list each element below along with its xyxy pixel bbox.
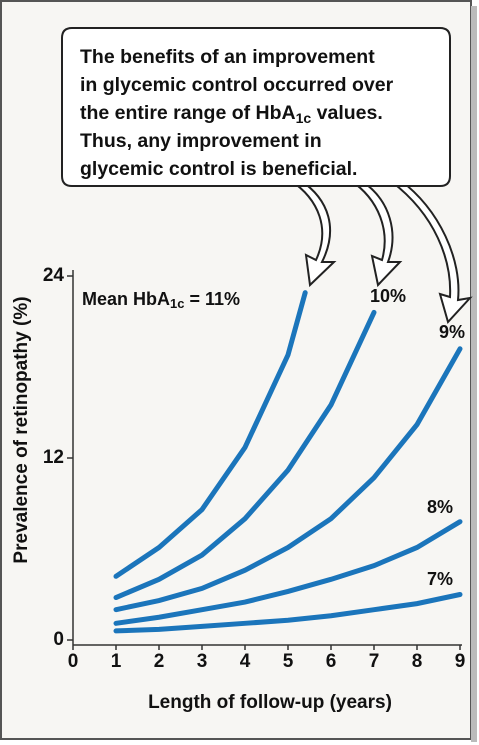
legend-label: 11% [205,289,240,309]
callout-box [61,27,451,187]
series-line [113,290,308,579]
x-tick-label: 8 [412,651,423,672]
series-line [113,519,463,626]
callout-text: the entire range of HbA1c values. [80,102,383,126]
y-tick-label: 12 [43,447,64,468]
series-line [113,592,463,634]
callout-text-part: the entire range of HbA [80,102,296,124]
y-tick-label: 24 [43,265,65,286]
arrows [286,178,473,324]
series-annotation-part: 1c [170,296,184,311]
x-tick-label: 4 [240,651,251,672]
legend-label: 8% [427,497,453,517]
x-tick-label: 7 [369,651,380,672]
panel-shadow [471,6,477,742]
callout-text-part: 1c [296,110,312,126]
x-tick-label: 5 [283,651,294,672]
x-tick-label: 2 [154,651,165,672]
legend-label: 10% [370,286,406,306]
callout-text: The benefits of an improvement [80,46,375,68]
series-annotation: Mean HbA1c = 11% [82,289,240,312]
legend-label: 7% [427,569,453,589]
x-axis-title: Length of follow-up (years) [148,692,392,713]
callout-text: glycemic control is beneficial. [80,158,357,180]
callout-text: in glycemic control occurred over [80,74,394,96]
x-tick-label: 1 [111,651,122,672]
x-tick-label: 6 [326,651,337,672]
legend-label: 9% [439,322,465,342]
callout-text: Thus, any improvement in [80,130,322,152]
callout-text-part: values. [311,102,383,124]
callout-text-part: in glycemic control occurred over [80,74,394,96]
series-annotation-part: Mean HbA [82,289,170,309]
y-axis-title: Prevalence of retinopathy (%) [11,296,32,563]
callout-text-part: The benefits of an improvement [80,46,375,68]
x-tick-label: 0 [68,651,79,672]
x-tick-label: 3 [197,651,208,672]
series-line [113,309,377,601]
series-annotation-part: = [184,289,205,309]
series-line [113,346,463,613]
y-tick-label: 0 [53,629,64,650]
callout-text-part: Thus, any improvement in [80,130,322,152]
x-tick-label: 9 [455,651,466,672]
callout-text-part: glycemic control is beneficial. [80,158,357,180]
